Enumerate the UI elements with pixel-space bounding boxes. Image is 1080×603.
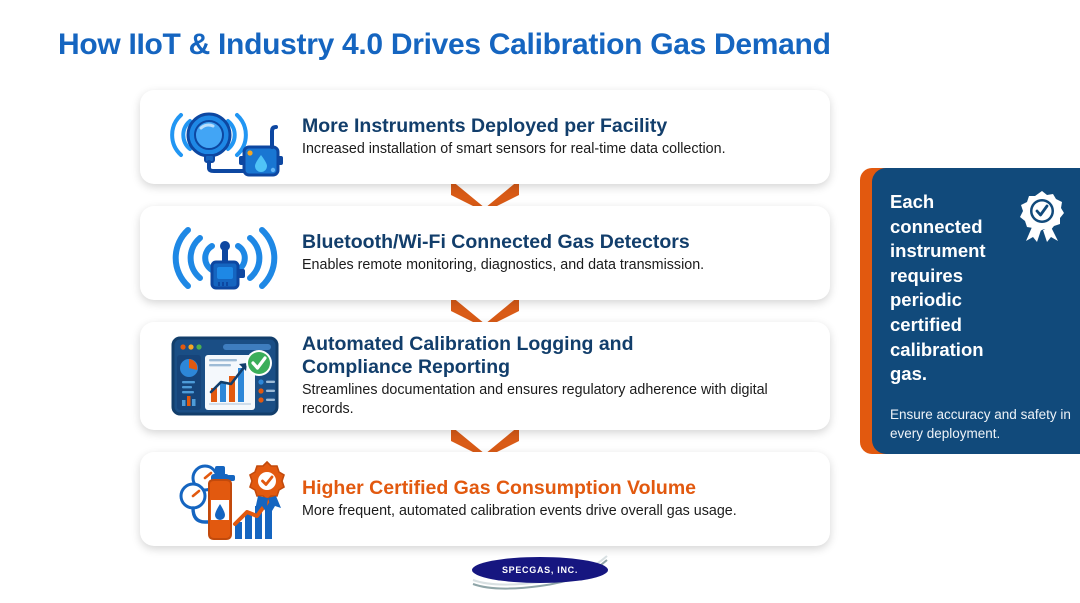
card-text-block: Higher Certified Gas Consumption Volume … — [296, 477, 814, 521]
panel-body: Each connected instrument requires perio… — [872, 168, 1080, 454]
card-heading: Higher Certified Gas Consumption Volume — [302, 477, 697, 500]
card-subtext: Enables remote monitoring, diagnostics, … — [302, 256, 705, 273]
card-heading: More Instruments Deployed per Facility — [302, 115, 668, 138]
card-subtext: More frequent, automated calibration eve… — [302, 502, 737, 519]
flow-card-4[interactable]: Higher Certified Gas Consumption Volume … — [140, 452, 830, 546]
analytics-dashboard-report-icon — [154, 332, 296, 420]
card-heading: Bluetooth/Wi-Fi Connected Gas Detectors — [302, 231, 690, 254]
certified-gas-cylinder-growth-icon — [154, 455, 296, 543]
flow-card-3[interactable]: Automated Calibration Logging and Compli… — [140, 322, 830, 430]
panel-headline: Each connected instrument requires perio… — [890, 191, 986, 385]
panel-subtext: Ensure accuracy and safety in every depl… — [890, 406, 1071, 441]
card-text-block: Automated Calibration Logging and Compli… — [296, 333, 814, 418]
callout-panel: Each connected instrument requires perio… — [860, 168, 1080, 454]
card-text-block: Bluetooth/Wi-Fi Connected Gas Detectors … — [296, 231, 814, 275]
wifi-connected-gas-detector-icon — [154, 209, 296, 297]
logo-text: SPECGAS, INC. — [501, 565, 579, 575]
card-heading: Automated Calibration Logging and Compli… — [302, 333, 634, 378]
chevron-down-icon-1 — [140, 180, 830, 212]
wireless-pressure-gauge-transmitter-icon — [154, 93, 296, 181]
card-subtext: Increased installation of smart sensors … — [302, 140, 726, 157]
card-text-block: More Instruments Deployed per Facility I… — [296, 115, 814, 159]
chevron-down-icon-3 — [140, 426, 830, 458]
award-ribbon-check-icon — [1020, 190, 1064, 247]
chevron-down-icon-2 — [140, 296, 830, 328]
flow-card-1[interactable]: More Instruments Deployed per Facility I… — [140, 90, 830, 184]
specgas-logo: SPECGAS, INC. — [455, 546, 625, 594]
process-flow-list: More Instruments Deployed per Facility I… — [140, 90, 830, 546]
flow-card-2[interactable]: Bluetooth/Wi-Fi Connected Gas Detectors … — [140, 206, 830, 300]
page-title: How IIoT & Industry 4.0 Drives Calibrati… — [58, 28, 831, 61]
card-subtext: Streamlines documentation and ensures re… — [302, 381, 768, 417]
